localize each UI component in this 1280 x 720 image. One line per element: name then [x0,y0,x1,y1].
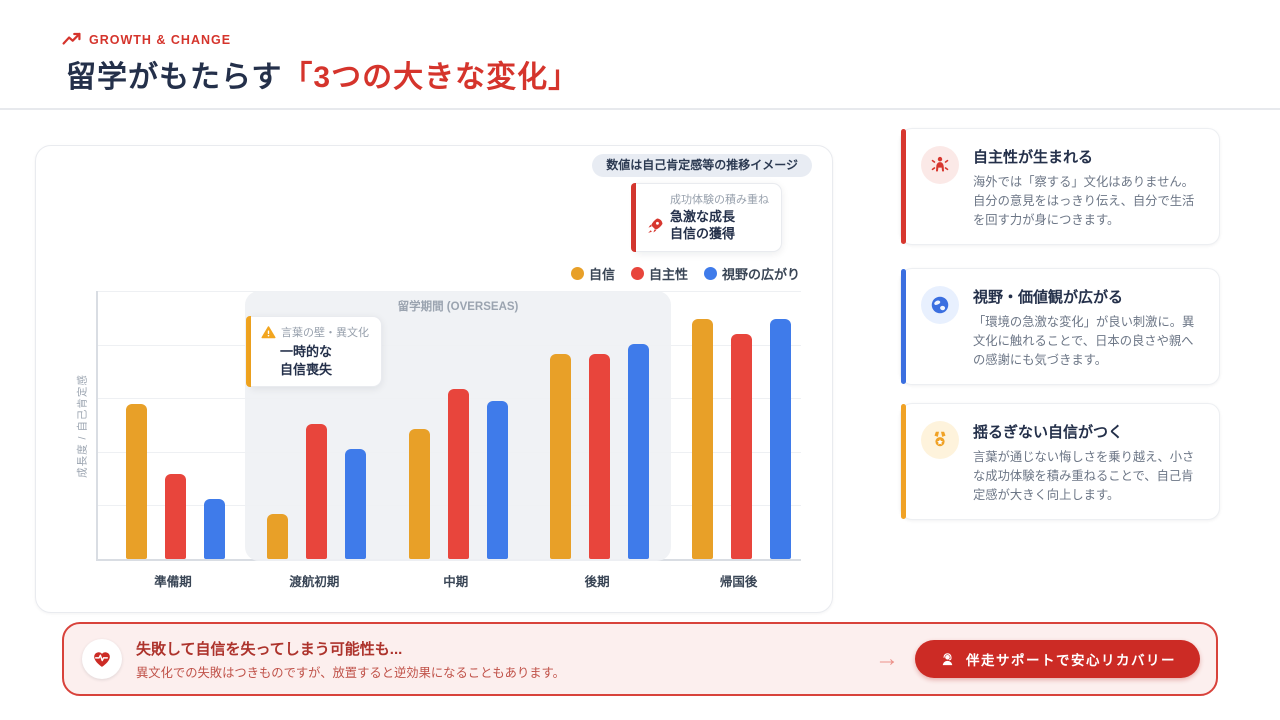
chart-card: 数値は自己肯定感等の推移イメージ 成功体験の積み重ね [35,145,833,613]
chart-legend: 自信 自主性 視野の広がり [570,264,800,283]
dip-callout-accent [246,316,251,388]
x-axis-label: 後期 [584,575,610,589]
chart-note-badge: 数値は自己肯定感等の推移イメージ [592,154,812,177]
banner-title: 失敗して自信を失ってしまう可能性も... [136,640,403,658]
bar-渡航初期-視野の広がり [345,449,367,559]
card-title: 揺るぎない自信がつく [973,424,1124,441]
trending-up-icon [62,30,81,49]
bar-後期-視野の広がり [628,344,650,559]
x-axis-label: 中期 [443,575,469,589]
card-title: 視野・価値観が広がる [973,289,1124,306]
benefit-card-autonomy: 自主性が生まれる 海外では「察する」文化はありません。自分の意見をはっきり伝え、… [900,128,1220,245]
card-accent-bar [901,129,906,244]
legend-item: 視野の広がり [703,264,800,283]
y-axis-label: 成長度 / 自己肯定感 [76,374,89,478]
dip-callout: 言葉の壁・異文化 一時的な 自信喪失 [246,316,382,388]
legend-dot [630,267,644,280]
legend-item: 自信 [570,264,615,283]
page-title: 留学がもたらす「3つの大きな変化」 [66,52,579,96]
bar-帰国後-視野の広がり [769,319,791,559]
page-title-accent: 「3つの大きな変化」 [282,61,580,94]
x-axis-labels: 準備期 渡航初期 中期 後期 帰国後 [96,571,801,591]
legend-dot [703,267,717,280]
bar-渡航初期-自信 [267,514,289,559]
dip-callout-caption: 言葉の壁・異文化 [281,327,369,339]
legend-label: 視野の広がり [721,267,800,282]
cta-label: 伴走サポートで安心リカバリー [966,653,1176,668]
card-body: 言葉が通じない悔しさを乗り越え、小さな成功体験を積み重ねることで、自己肯定感が大… [973,450,1195,503]
growth-callout-line1: 急激な成長 [670,209,736,224]
overseas-label: 留学期間 (OVERSEAS) [397,301,519,313]
bar-後期-自主性 [589,354,611,559]
bar-準備期-視野の広がり [204,499,225,559]
header: GROWTH & CHANGE 留学がもたらす「3つの大きな変化」 [0,0,1280,110]
arrow-right-icon: → [875,645,899,672]
person-rays-icon [921,146,959,184]
x-axis-label: 渡航初期 [289,575,340,589]
legend-item: 自主性 [630,264,688,283]
globe-icon [921,286,959,324]
bar-中期-視野の広がり [486,401,508,559]
growth-callout: 成功体験の積み重ね 急激な成長 自信の獲得 [631,183,782,252]
rocket-icon [646,217,664,235]
legend-label: 自主性 [648,267,688,282]
eyebrow-label: GROWTH & CHANGE [89,32,232,47]
support-person-icon [939,651,956,668]
eyebrow: GROWTH & CHANGE [62,30,231,49]
growth-callout-caption: 成功体験の積み重ね [670,194,769,206]
benefit-card-confidence: 揺るぎない自信がつく 言葉が通じない悔しさを乗り越え、小さな成功体験を積み重ねる… [900,403,1220,520]
benefit-card-perspective: 視野・価値観が広がる 「環境の急激な変化」が良い刺激に。異文化に触れることで、日… [900,268,1220,385]
card-accent-bar [901,269,906,384]
x-axis-label: 帰国後 [719,575,758,589]
growth-callout-line2: 自信の獲得 [670,225,736,241]
medal-icon [921,421,959,459]
card-body: 「環境の急激な変化」が良い刺激に。異文化に触れることで、日本の良さや親への感謝に… [973,315,1195,368]
dip-callout-line2: 自信喪失 [280,361,333,377]
bar-中期-自主性 [447,389,469,559]
page-title-main: 留学がもたらす [66,61,283,94]
warning-icon [261,325,276,340]
bar-準備期-自信 [126,404,147,559]
bar-中期-自信 [408,429,430,559]
bar-後期-自信 [550,354,572,559]
plot-area: 留学期間 (OVERSEAS) [96,291,801,561]
bar-帰国後-自主性 [730,334,752,559]
legend-label: 自信 [588,267,615,282]
bar-渡航初期-自主性 [306,424,328,559]
recovery-support-button[interactable]: 伴走サポートで安心リカバリー [915,640,1200,678]
card-accent-bar [901,404,906,519]
bar-帰国後-自信 [691,319,713,559]
legend-dot [570,267,584,280]
card-title: 自主性が生まれる [973,149,1094,166]
bar-準備期-自主性 [165,474,186,559]
growth-callout-accent [631,183,636,252]
heart-pulse-icon [82,639,122,679]
card-body: 海外では「察する」文化はありません。自分の意見をはっきり伝え、自分で生活を回す力… [973,175,1195,228]
risk-banner: 失敗して自信を失ってしまう可能性も... 異文化での失敗はつきものですが、放置す… [62,622,1218,696]
dip-callout-line1: 一時的な [280,344,333,359]
banner-body: 異文化での失敗はつきものですが、放置すると逆効果になることもあります。 [136,665,565,680]
x-axis-label: 準備期 [154,575,192,589]
